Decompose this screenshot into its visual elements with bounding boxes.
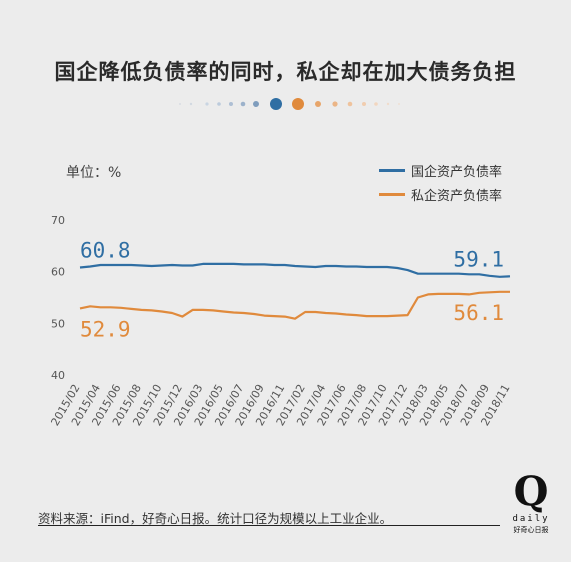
y-tick-label: 70	[51, 214, 65, 227]
line-chart: 405060702015/022015/042015/062015/082015…	[48, 214, 512, 428]
legend-swatch-private	[379, 192, 405, 196]
progress-dot	[374, 102, 378, 106]
logo-word: daily	[512, 514, 550, 524]
progress-dots	[179, 98, 400, 110]
progress-dot	[253, 101, 259, 107]
legend-item-private: 私企资产负债率	[379, 182, 502, 206]
series-line-soe	[79, 262, 511, 278]
data-label: 52.9	[80, 317, 131, 341]
logo-mark: Q	[513, 468, 549, 515]
progress-dot	[270, 98, 282, 110]
unit-label: 单位：%	[66, 165, 122, 181]
chart-title: 国企降低负债率的同时，私企却在加大债务负担	[54, 60, 517, 84]
progress-dot	[362, 102, 366, 106]
progress-dot	[189, 102, 193, 106]
progress-dot	[347, 101, 353, 107]
y-tick-label: 60	[51, 266, 65, 279]
progress-dot	[332, 101, 338, 107]
data-label: 59.1	[453, 247, 504, 271]
progress-dot	[315, 101, 321, 107]
progress-dot	[217, 102, 221, 106]
y-tick-label: 50	[51, 317, 65, 330]
legend-item-soe: 国企资产负债率	[379, 158, 502, 182]
progress-dot	[386, 102, 390, 106]
series-line-private	[79, 290, 510, 320]
legend-label-soe: 国企资产负债率	[411, 164, 503, 180]
footer-divider	[38, 525, 500, 526]
progress-dot	[292, 98, 304, 110]
progress-dot	[179, 103, 181, 105]
progress-dot	[205, 102, 209, 106]
progress-dot	[240, 101, 246, 107]
data-label: 56.1	[453, 301, 504, 325]
qdaily-logo: Q daily 好奇心日报	[506, 472, 556, 535]
data-label: 60.8	[80, 239, 131, 263]
y-tick-label: 40	[51, 369, 65, 382]
chart-legend: 国企资产负债率 私企资产负债率	[379, 158, 502, 206]
legend-label-private: 私企资产负债率	[411, 188, 503, 204]
progress-dot	[398, 103, 400, 105]
logo-subtitle: 好奇心日报	[513, 526, 549, 534]
legend-swatch-soe	[379, 168, 405, 172]
progress-dot	[229, 102, 233, 106]
source-note: 资料来源：iFind，好奇心日报。统计口径为规模以上工业企业。	[38, 511, 393, 526]
